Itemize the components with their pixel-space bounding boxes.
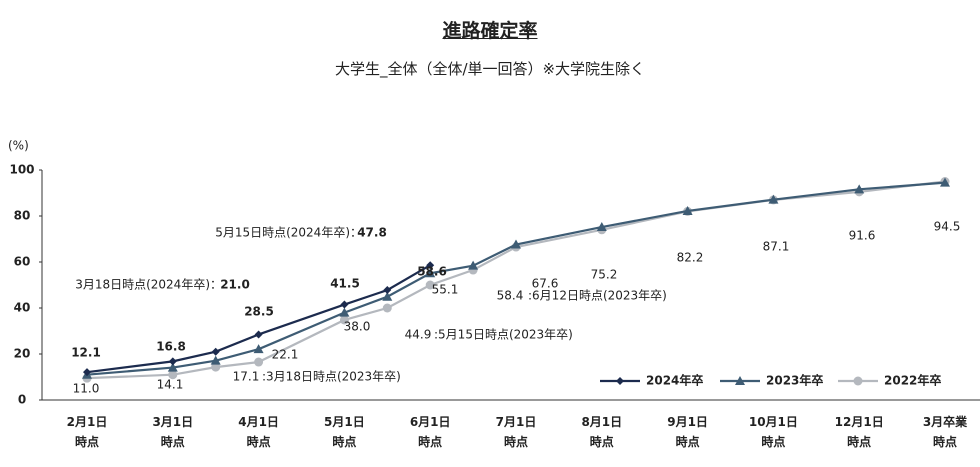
data-label: 58.4: [497, 289, 524, 303]
marker: [83, 368, 91, 377]
legend-label: 2022年卒: [884, 373, 941, 388]
x-tick-label: 12月1日 時点: [834, 415, 884, 449]
y-tick-label: 60: [14, 255, 31, 269]
y-axis-unit: (%): [8, 139, 29, 153]
data-label: 87.1: [763, 240, 790, 254]
y-tick-label: 80: [14, 209, 31, 223]
data-label: 38.0: [344, 320, 371, 334]
marker: [425, 268, 436, 278]
x-tick-label: 7月1日 時点: [495, 415, 537, 449]
marker: [167, 362, 178, 372]
x-tick-label: 3月1日 時点: [152, 415, 194, 449]
x-tick-label: 6月1日 時点: [409, 415, 451, 449]
annotation: :6月12日時点(2023年卒): [528, 289, 667, 303]
data-label: 82.2: [677, 251, 704, 265]
marker: [854, 184, 865, 194]
marker: [735, 376, 745, 385]
x-tick-label: 2月1日 時点: [66, 415, 108, 449]
marker: [940, 177, 950, 187]
chart-title: 進路確定率: [442, 20, 538, 42]
legend-label: 2024年卒: [646, 373, 703, 388]
y-tick-label: 0: [18, 393, 26, 407]
marker: [339, 307, 350, 317]
y-tick-label: 40: [14, 301, 31, 315]
marker: [382, 303, 392, 313]
marker: [382, 291, 393, 301]
marker: [211, 347, 220, 356]
marker: [511, 239, 521, 249]
data-label: 21.0: [220, 278, 250, 292]
data-label: 47.8: [357, 226, 387, 240]
marker: [426, 261, 435, 270]
data-label: 14.1: [157, 378, 184, 392]
data-label: 58.6: [417, 265, 447, 279]
marker: [853, 376, 863, 386]
data-label: 22.1: [272, 348, 299, 362]
data-label: 94.5: [934, 220, 961, 234]
x-tick-label: 8月1日 時点: [581, 415, 623, 449]
marker: [253, 344, 264, 354]
data-label: 44.9: [405, 328, 432, 342]
marker: [768, 194, 779, 204]
marker: [340, 300, 349, 309]
y-tick-label: 100: [9, 163, 34, 177]
data-label: 91.6: [849, 229, 876, 243]
x-tick-label: 9月1日 時点: [667, 415, 708, 449]
marker: [211, 362, 221, 372]
data-label: 41.5: [330, 277, 360, 291]
marker: [425, 280, 435, 290]
marker: [254, 357, 264, 367]
data-label: 55.1: [432, 283, 459, 297]
chart-subtitle: 大学生_全体（全体/単一回答）※大学院生除く: [334, 60, 646, 78]
marker: [168, 370, 178, 380]
data-label: 17.1: [233, 370, 260, 384]
marker: [339, 315, 349, 325]
marker: [596, 222, 607, 232]
annotation: :5月15日時点(2023年卒): [434, 328, 573, 342]
annotation: :3月18日時点(2023年卒): [262, 370, 401, 384]
marker: [383, 286, 392, 295]
data-label: 28.5: [244, 305, 274, 319]
annotation: 3月18日時点(2024年卒)：: [75, 278, 222, 292]
marker: [210, 355, 221, 365]
marker: [682, 205, 693, 215]
data-label: 67.6: [532, 277, 559, 291]
data-label: 11.0: [73, 382, 100, 396]
x-tick-label: 4月1日 時点: [238, 415, 279, 449]
y-tick-label: 20: [14, 347, 31, 361]
marker: [254, 330, 263, 339]
x-tick-label: 10月1日 時点: [748, 415, 798, 449]
data-label: 16.8: [156, 340, 186, 354]
marker: [168, 357, 177, 366]
line: [86, 181, 946, 376]
annotation: 5月15日時点(2024年卒)：: [215, 226, 362, 240]
marker: [468, 260, 479, 270]
x-tick-label: 3月卒業 時点: [922, 415, 968, 449]
marker: [616, 377, 624, 385]
x-tick-label: 5月1日 時点: [324, 415, 365, 449]
data-label: 75.2: [591, 268, 618, 282]
legend-label: 2023年卒: [766, 373, 823, 388]
data-label: 12.1: [71, 346, 101, 360]
